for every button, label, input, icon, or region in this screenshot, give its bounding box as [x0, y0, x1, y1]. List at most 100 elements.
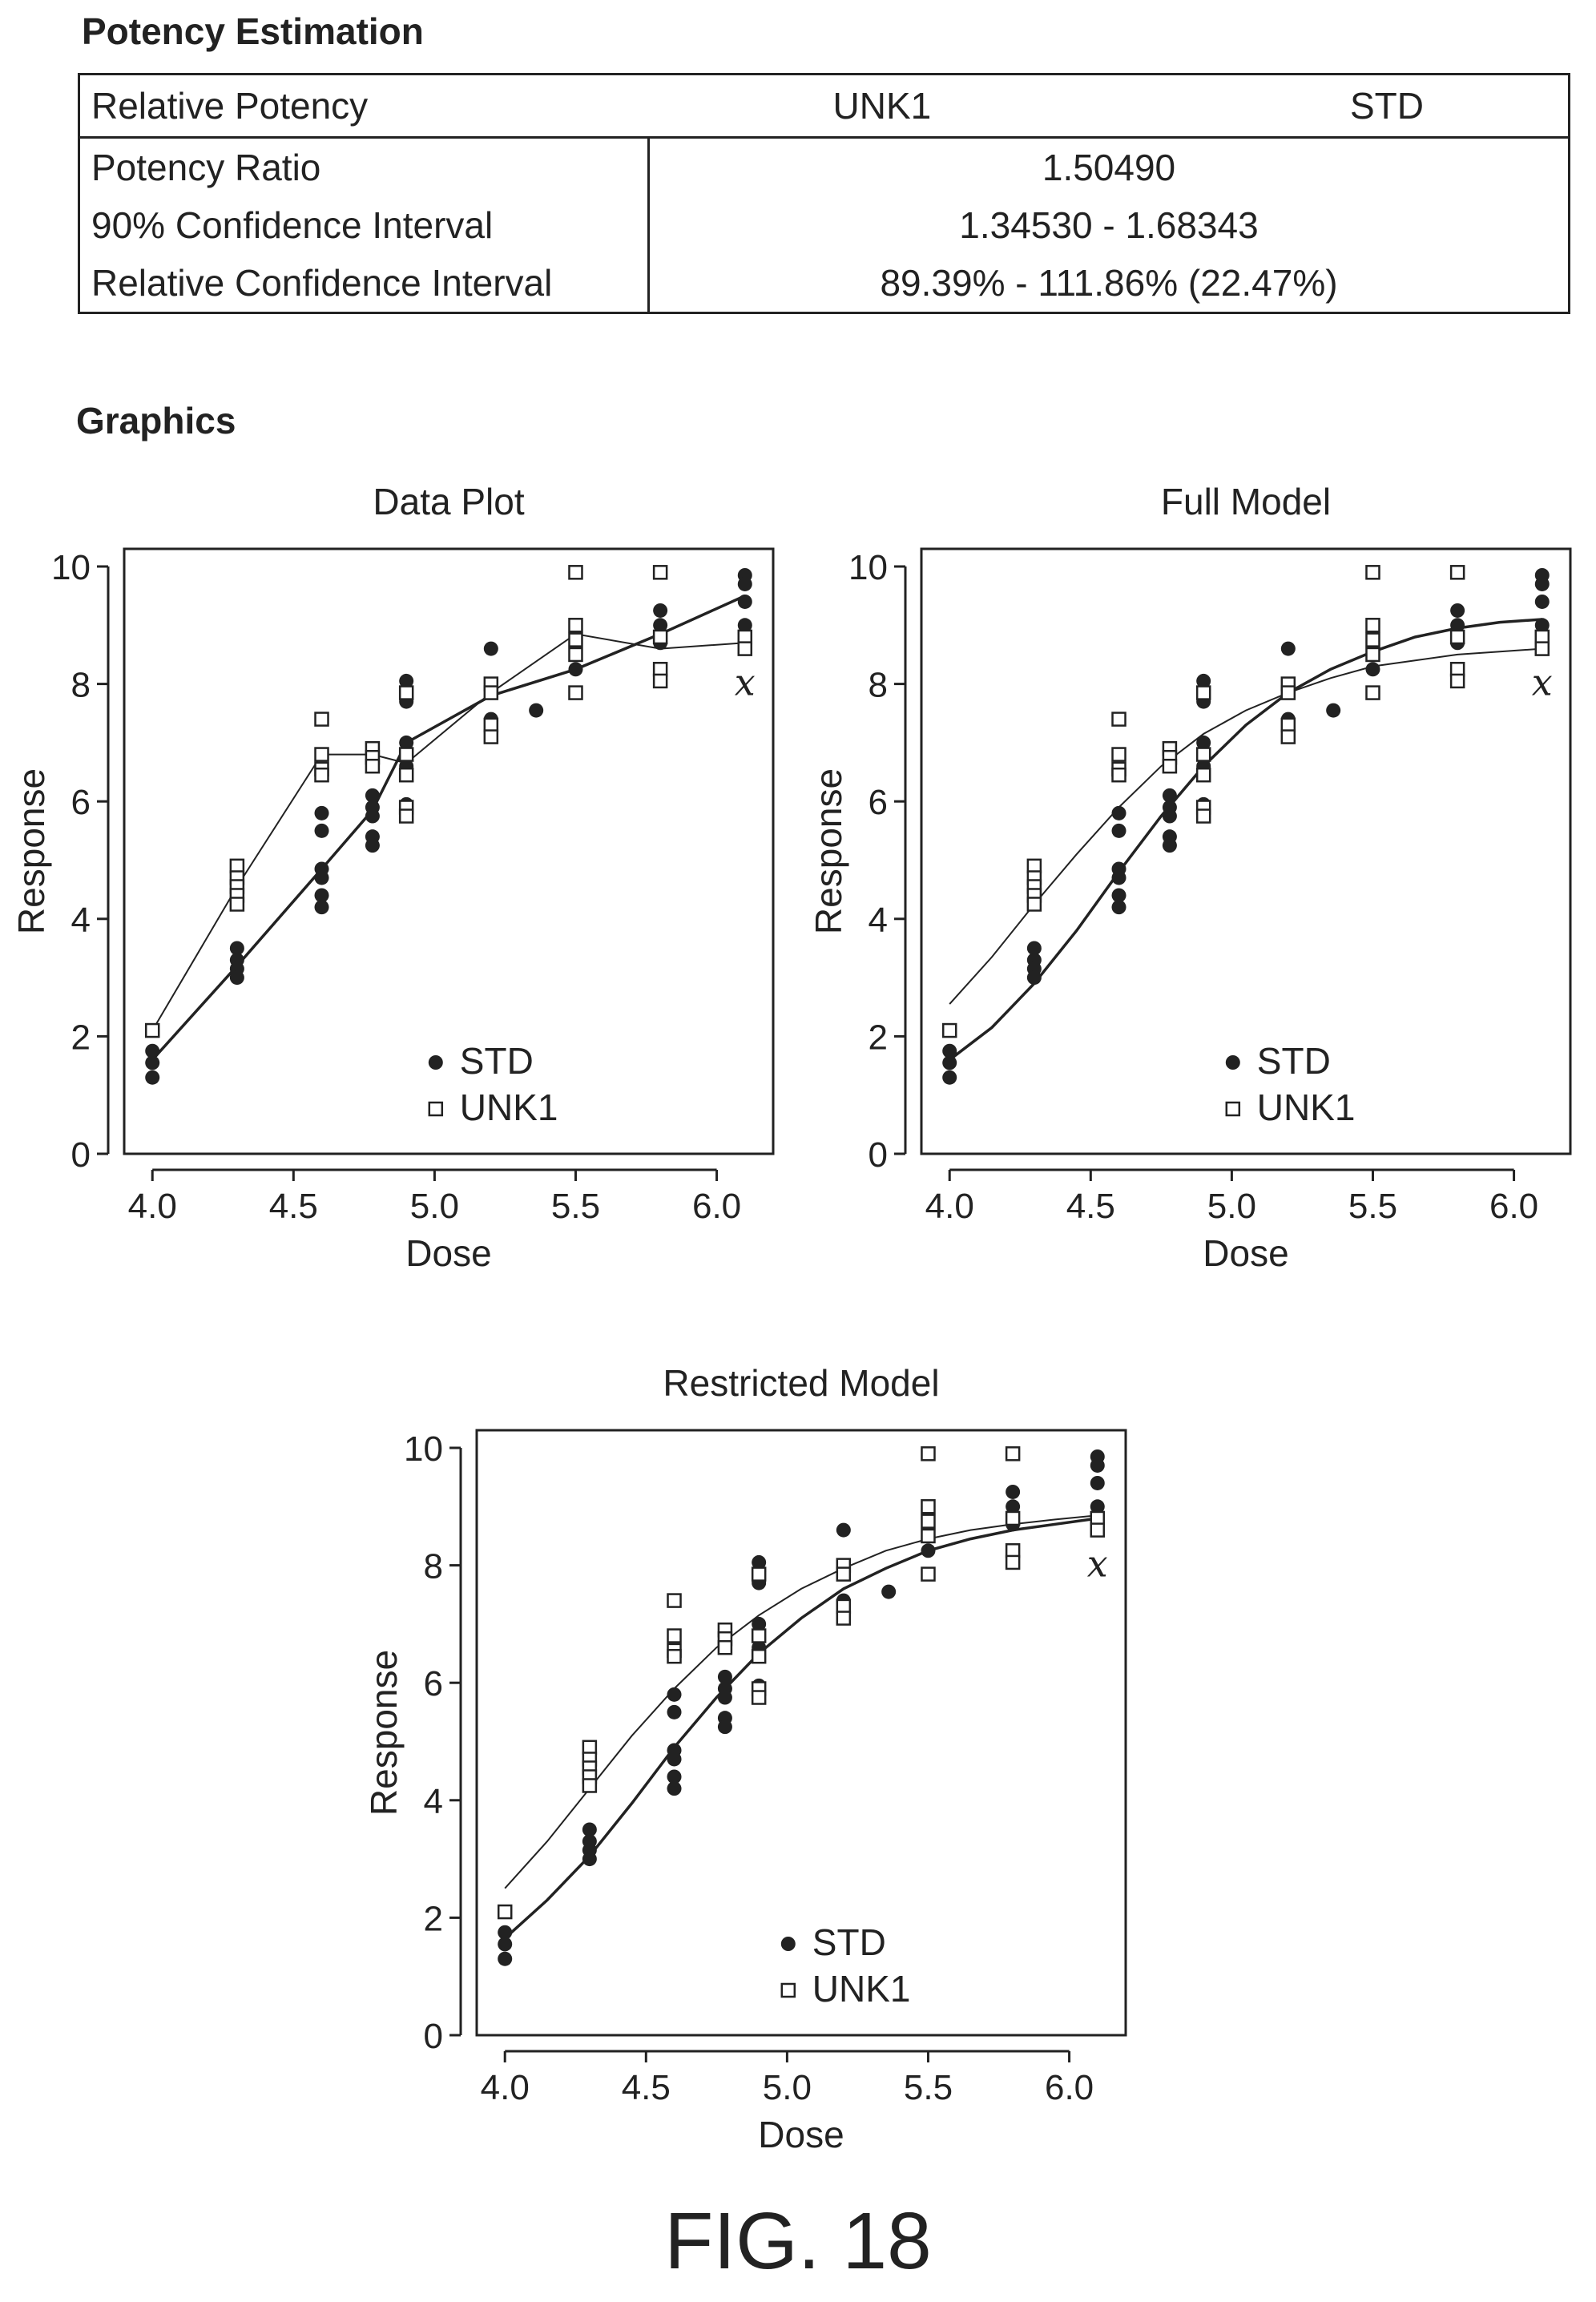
data-point-std [836, 1522, 851, 1538]
data-point-unk1 [1162, 758, 1178, 774]
data-point-unk1 [229, 897, 245, 912]
x-tick-label: 5.0 [763, 2068, 812, 2107]
data-point-std [145, 1070, 160, 1085]
series-line-std [504, 1517, 1098, 1940]
y-axis-label: Response [363, 1650, 405, 1816]
y-tick-label: 4 [71, 901, 91, 940]
data-point-unk1 [1005, 1510, 1021, 1526]
data-point-unk1 [1365, 565, 1380, 580]
x-tick-label: 5.0 [1207, 1187, 1256, 1226]
y-tick-label: 10 [51, 548, 91, 587]
data-point-unk1 [1111, 747, 1126, 762]
chart-title: Restricted Model [663, 1362, 939, 1404]
x-tick-label: 6.0 [1045, 2068, 1094, 2107]
y-tick-label: 4 [424, 1782, 443, 1821]
data-point-std [752, 1616, 767, 1631]
data-point-std [921, 1543, 936, 1558]
potency-estimation-title: Potency Estimation [82, 10, 424, 52]
data-point-std [365, 838, 380, 853]
data-point-unk1 [1026, 897, 1042, 912]
y-tick-label: 4 [869, 901, 888, 940]
data-point-unk1 [836, 1566, 852, 1582]
data-point-unk1 [568, 632, 583, 647]
data-point-std [1534, 594, 1550, 609]
y-tick-label: 0 [71, 1135, 91, 1175]
data-point-unk1 [1365, 632, 1380, 647]
x-tick-label: 5.5 [904, 2068, 953, 2107]
data-point-std [399, 735, 414, 750]
data-point-unk1 [1365, 618, 1380, 633]
data-point-unk1 [314, 712, 329, 727]
y-tick-label: 2 [71, 1018, 91, 1057]
legend-marker-std [1225, 1055, 1240, 1070]
data-point-unk1 [398, 767, 414, 783]
potency-ratio-value: 1.50490 [1042, 147, 1176, 188]
table-row: Potency Ratio 1.50490 [79, 137, 1570, 196]
data-point-unk1 [1195, 747, 1211, 762]
data-point-unk1 [568, 647, 583, 663]
data-point-std [529, 703, 544, 718]
data-point-unk1 [941, 1022, 957, 1038]
series-line-unk1 [504, 1514, 1098, 1889]
data-point-unk1 [652, 565, 668, 580]
data-point-unk1 [921, 1499, 936, 1514]
data-point-unk1 [1005, 1446, 1021, 1461]
data-point-std [717, 1690, 732, 1705]
y-axis-label: Response [808, 768, 849, 934]
x-tick-label: 5.5 [1348, 1187, 1397, 1226]
data-point-unk1 [751, 1628, 767, 1643]
data-point-std [737, 618, 752, 633]
x-tick-label: 4.0 [925, 1187, 974, 1226]
data-point-std [1450, 603, 1465, 618]
data-point-unk1 [1090, 1522, 1106, 1538]
data-point-std [1111, 888, 1126, 903]
restricted-model-chart: Restricted Model 0 2 4 6 8 10 4.0 4.5 5.0 5.5 6.0 Do… [363, 1362, 1127, 2155]
data-point-unk1 [144, 1022, 160, 1038]
potency-table-header: Relative Potency UNK1 STD [79, 74, 1570, 139]
legend-label-std: STD [1257, 1040, 1331, 1082]
legend-label-std: STD [812, 1921, 886, 1963]
x-axis-label: Dose [1203, 1232, 1288, 1274]
plot-frame [920, 547, 1572, 1155]
data-point-unk1 [652, 673, 668, 689]
data-point-std [1026, 970, 1042, 986]
data-point-std [1534, 576, 1550, 591]
data-point-unk1 [497, 1904, 513, 1920]
confidence-interval-value: 1.34530 - 1.68343 [959, 204, 1259, 246]
data-point-unk1 [1280, 729, 1296, 744]
data-point-std [314, 900, 329, 915]
data-point-unk1 [1365, 647, 1380, 663]
figure-label: FIG. 18 [664, 2196, 932, 2286]
relative-confidence-interval-value: 89.39% - 111.86% (22.47%) [880, 262, 1338, 304]
data-point-unk1 [1195, 808, 1211, 824]
data-point-std [1026, 941, 1042, 956]
std-column-header: STD [1350, 85, 1424, 127]
data-point-unk1 [751, 1690, 767, 1705]
data-point-std [667, 1687, 682, 1702]
y-tick-label: 0 [869, 1135, 888, 1175]
x-tick-label: 4.5 [269, 1187, 318, 1226]
graphics-title: Graphics [76, 400, 236, 441]
plot-frame [123, 547, 775, 1155]
excluded-point-marker: x [735, 661, 756, 704]
data-point-unk1 [365, 758, 381, 774]
data-point-std [667, 1704, 682, 1719]
data-point-unk1 [483, 729, 499, 744]
y-tick-label: 6 [71, 783, 91, 822]
x-axis-label: Dose [405, 1232, 491, 1274]
legend-marker-std [428, 1055, 443, 1070]
data-point-std [1006, 1484, 1021, 1499]
data-point-std [1365, 662, 1380, 677]
data-point-unk1 [1449, 673, 1465, 689]
y-tick-label: 10 [404, 1429, 443, 1469]
data-point-std [1196, 735, 1211, 750]
series-line-unk1 [949, 647, 1542, 1005]
data-point-std [653, 603, 668, 618]
data-point-std [582, 1852, 597, 1867]
data-point-std [314, 805, 329, 820]
data-point-std [498, 1937, 513, 1952]
data-point-std [667, 1781, 682, 1796]
data-point-std [1111, 870, 1126, 885]
data-point-unk1 [737, 641, 753, 656]
relative-confidence-interval-label: Relative Confidence Interval [79, 254, 650, 313]
